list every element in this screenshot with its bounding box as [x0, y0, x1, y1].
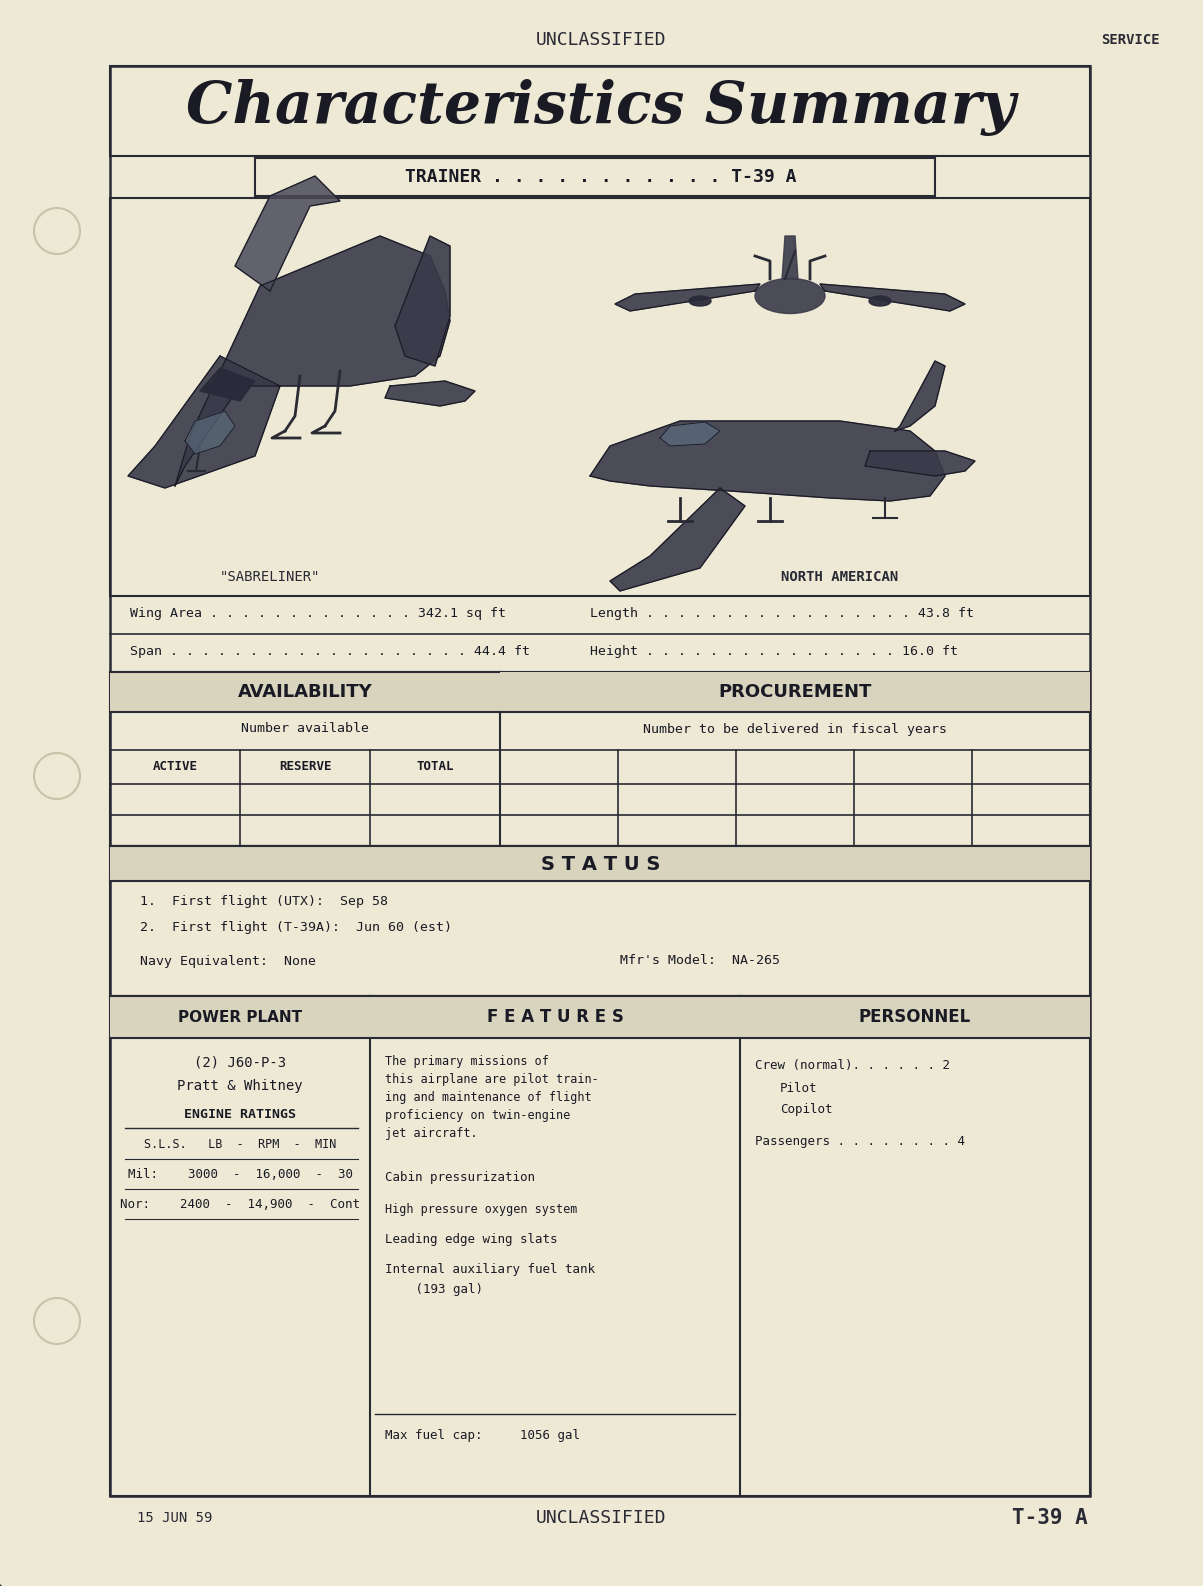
- Text: TOTAL: TOTAL: [416, 760, 454, 772]
- Text: RESERVE: RESERVE: [279, 760, 331, 772]
- Text: "SABRELINER": "SABRELINER": [220, 569, 320, 584]
- Text: S T A T U S: S T A T U S: [541, 855, 660, 874]
- Polygon shape: [395, 236, 450, 366]
- Text: Span . . . . . . . . . . . . . . . . . . . 44.4 ft: Span . . . . . . . . . . . . . . . . . .…: [130, 646, 531, 658]
- Bar: [109, 845, 1090, 880]
- Text: Cabin pressurization: Cabin pressurization: [385, 1172, 535, 1185]
- Text: UNCLASSIFIED: UNCLASSIFIED: [535, 32, 666, 49]
- Text: Mfr's Model:  NA-265: Mfr's Model: NA-265: [620, 955, 780, 967]
- Text: Crew (normal). . . . . . 2: Crew (normal). . . . . . 2: [755, 1059, 950, 1072]
- Text: Max fuel cap:     1056 gal: Max fuel cap: 1056 gal: [385, 1429, 580, 1443]
- Text: (193 gal): (193 gal): [393, 1283, 482, 1296]
- Ellipse shape: [869, 297, 891, 306]
- Bar: [109, 672, 1090, 845]
- Bar: [109, 67, 1090, 1496]
- Ellipse shape: [689, 297, 711, 306]
- Text: T-39 A: T-39 A: [1012, 1508, 1088, 1527]
- Text: Wing Area . . . . . . . . . . . . . 342.1 sq ft: Wing Area . . . . . . . . . . . . . 342.…: [130, 607, 506, 620]
- Polygon shape: [589, 420, 946, 501]
- Polygon shape: [865, 450, 974, 476]
- Bar: [109, 996, 371, 1037]
- Bar: [109, 198, 1090, 596]
- Bar: [371, 996, 740, 1037]
- Polygon shape: [895, 362, 946, 431]
- Text: ing and maintenance of flight: ing and maintenance of flight: [385, 1091, 592, 1104]
- Bar: [109, 67, 1090, 155]
- Polygon shape: [174, 236, 450, 485]
- Bar: [109, 845, 1090, 996]
- Text: PROCUREMENT: PROCUREMENT: [718, 684, 872, 701]
- Text: Pilot: Pilot: [780, 1083, 818, 1096]
- Text: Nor:    2400  -  14,900  -  Cont: Nor: 2400 - 14,900 - Cont: [120, 1197, 360, 1210]
- Text: POWER PLANT: POWER PLANT: [178, 1010, 302, 1025]
- Text: 1.  First flight (UTX):  Sep 58: 1. First flight (UTX): Sep 58: [140, 895, 389, 907]
- Bar: [255, 159, 935, 197]
- Text: Number to be delivered in fiscal years: Number to be delivered in fiscal years: [642, 723, 947, 736]
- Bar: [109, 672, 500, 712]
- Polygon shape: [128, 355, 280, 488]
- Text: jet aircraft.: jet aircraft.: [385, 1128, 478, 1140]
- Text: UNCLASSIFIED: UNCLASSIFIED: [535, 1508, 666, 1527]
- Text: S.L.S.   LB  -  RPM  -  MIN: S.L.S. LB - RPM - MIN: [144, 1137, 336, 1150]
- Circle shape: [34, 1297, 81, 1343]
- Circle shape: [34, 208, 81, 254]
- Text: Characteristics Summary: Characteristics Summary: [186, 79, 1015, 136]
- Text: 15 JUN 59: 15 JUN 59: [137, 1511, 213, 1526]
- Polygon shape: [235, 176, 340, 290]
- Text: this airplane are pilot train-: this airplane are pilot train-: [385, 1074, 599, 1086]
- Text: F E A T U R E S: F E A T U R E S: [486, 1009, 623, 1026]
- Text: Number available: Number available: [241, 723, 369, 736]
- Text: proficiency on twin-engine: proficiency on twin-engine: [385, 1110, 570, 1123]
- Text: AVAILABILITY: AVAILABILITY: [238, 684, 373, 701]
- Bar: [740, 996, 1090, 1037]
- Text: Height . . . . . . . . . . . . . . . . 16.0 ft: Height . . . . . . . . . . . . . . . . 1…: [589, 646, 958, 658]
- Polygon shape: [385, 381, 475, 406]
- Text: PERSONNEL: PERSONNEL: [859, 1009, 971, 1026]
- Circle shape: [34, 753, 81, 799]
- Text: Leading edge wing slats: Leading edge wing slats: [385, 1234, 557, 1247]
- Text: NORTH AMERICAN: NORTH AMERICAN: [782, 569, 899, 584]
- Polygon shape: [782, 236, 798, 279]
- Text: Length . . . . . . . . . . . . . . . . . 43.8 ft: Length . . . . . . . . . . . . . . . . .…: [589, 607, 974, 620]
- Polygon shape: [660, 422, 721, 446]
- Text: 2.  First flight (T-39A):  Jun 60 (est): 2. First flight (T-39A): Jun 60 (est): [140, 921, 452, 934]
- Bar: [109, 996, 1090, 1496]
- Text: Passengers . . . . . . . . 4: Passengers . . . . . . . . 4: [755, 1134, 965, 1148]
- Polygon shape: [200, 368, 255, 401]
- Text: High pressure oxygen system: High pressure oxygen system: [385, 1204, 577, 1216]
- Text: Navy Equivalent:  None: Navy Equivalent: None: [140, 955, 316, 967]
- Text: SERVICE: SERVICE: [1101, 33, 1160, 48]
- Polygon shape: [185, 411, 235, 454]
- Text: Internal auxiliary fuel tank: Internal auxiliary fuel tank: [385, 1264, 595, 1277]
- Polygon shape: [610, 488, 745, 592]
- Text: TRAINER . . . . . . . . . . . T-39 A: TRAINER . . . . . . . . . . . T-39 A: [405, 168, 796, 186]
- Polygon shape: [820, 284, 965, 311]
- Bar: [500, 672, 1090, 712]
- Polygon shape: [615, 284, 760, 311]
- Text: The primary missions of: The primary missions of: [385, 1056, 549, 1069]
- Text: Pratt & Whitney: Pratt & Whitney: [177, 1078, 303, 1093]
- Text: ACTIVE: ACTIVE: [153, 760, 197, 772]
- Text: (2) J60-P-3: (2) J60-P-3: [194, 1055, 286, 1069]
- Text: Copilot: Copilot: [780, 1104, 832, 1117]
- Text: ENGINE RATINGS: ENGINE RATINGS: [184, 1107, 296, 1120]
- Text: Mil:    3000  -  16,000  -  30: Mil: 3000 - 16,000 - 30: [128, 1167, 352, 1180]
- Ellipse shape: [755, 279, 825, 314]
